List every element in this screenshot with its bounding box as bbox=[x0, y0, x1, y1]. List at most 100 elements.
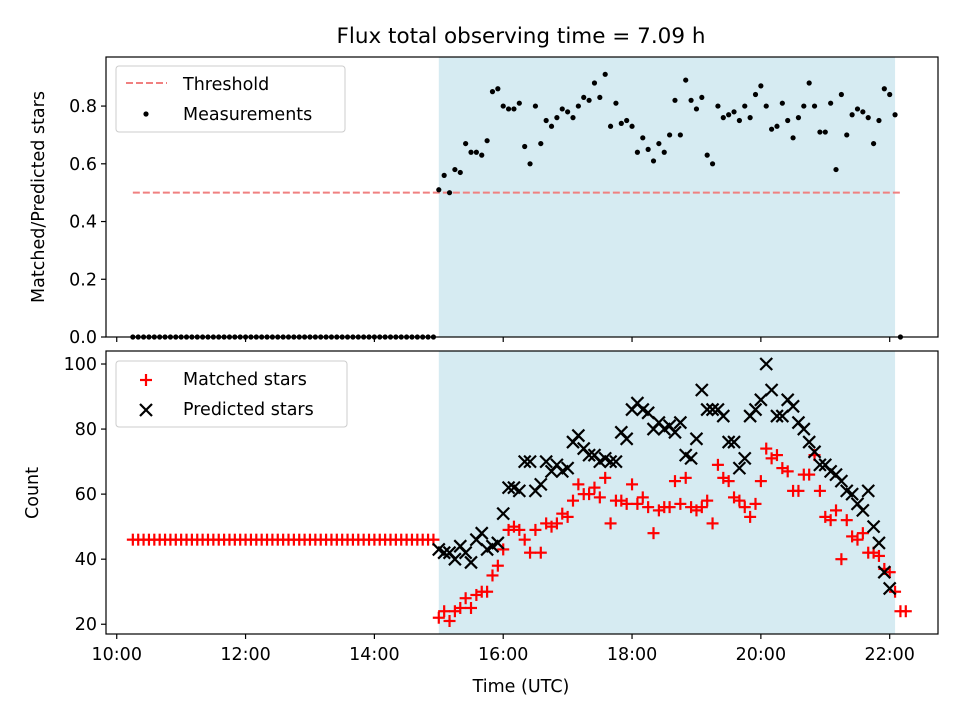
measurement-point bbox=[548, 123, 555, 129]
measurement-point bbox=[511, 106, 517, 112]
measurement-point bbox=[720, 115, 726, 121]
measurement-point bbox=[457, 169, 463, 176]
measurement-point bbox=[559, 106, 565, 112]
predicted-star-point bbox=[764, 383, 779, 397]
measurement-point bbox=[484, 138, 490, 144]
predicted-star-point bbox=[705, 402, 720, 417]
predicted-star-point bbox=[539, 454, 553, 469]
predicted-star-point bbox=[609, 454, 623, 469]
predicted-star-point bbox=[786, 399, 800, 414]
predicted-star-point bbox=[834, 474, 849, 488]
matched-star-point bbox=[733, 494, 746, 507]
predicted-star-point bbox=[737, 451, 752, 466]
predicted-star-point bbox=[668, 425, 682, 440]
predicted-star-point bbox=[727, 435, 741, 449]
matched-star-point bbox=[481, 585, 494, 598]
predicted-star-point bbox=[813, 458, 827, 472]
matched-star-point bbox=[663, 501, 676, 514]
top-panel: 0.00.20.40.60.8 Matched/Predicted stars … bbox=[29, 56, 939, 348]
bottom-y-tick-label: 20 bbox=[75, 615, 97, 635]
measurement-point bbox=[618, 120, 624, 126]
measurement-point bbox=[597, 94, 603, 101]
predicted-star-point bbox=[732, 461, 747, 475]
measurement-point bbox=[581, 94, 587, 101]
x-axis-label: Time (UTC) bbox=[472, 677, 570, 697]
predicted-star-point bbox=[523, 454, 537, 469]
matched-star-point bbox=[695, 501, 708, 514]
matched-star-point bbox=[438, 605, 451, 618]
matched-star-point bbox=[588, 481, 601, 494]
matched-stars-points bbox=[126, 442, 912, 627]
matched-star-point bbox=[889, 585, 902, 598]
measurement-point bbox=[468, 149, 474, 155]
measurement-point bbox=[838, 91, 844, 98]
x-tick-label: 18:00 bbox=[607, 645, 657, 665]
predicted-star-point bbox=[641, 406, 655, 420]
measurement-point bbox=[806, 80, 812, 86]
predicted-star-point bbox=[856, 503, 870, 518]
matched-star-point bbox=[459, 592, 472, 605]
measurement-point bbox=[844, 132, 850, 138]
measurement-point bbox=[769, 126, 775, 132]
matched-star-point bbox=[631, 497, 644, 510]
measurement-point bbox=[629, 123, 635, 129]
measurement-point bbox=[656, 140, 662, 147]
matched-star-point bbox=[561, 510, 574, 523]
bottom-y-tick-label: 60 bbox=[75, 485, 97, 505]
measurement-point bbox=[731, 109, 737, 115]
matched-star-point bbox=[593, 491, 606, 504]
predicted-star-point bbox=[501, 480, 516, 495]
measurement-point bbox=[817, 129, 823, 135]
predicted-star-point bbox=[464, 555, 478, 570]
measurement-point bbox=[591, 80, 598, 86]
matched-star-point bbox=[572, 478, 585, 491]
measurement-point bbox=[554, 115, 560, 121]
predicted-star-point bbox=[496, 506, 510, 521]
predicted-star-point bbox=[700, 402, 714, 417]
measurement-point bbox=[527, 161, 533, 167]
measurement-point bbox=[854, 106, 861, 112]
measurement-point bbox=[500, 103, 506, 109]
figure-title: Flux total observing time = 7.09 h bbox=[337, 24, 706, 49]
predicted-star-point bbox=[759, 357, 774, 371]
x-tick-label: 10:00 bbox=[92, 645, 142, 665]
predicted-star-point bbox=[716, 409, 731, 423]
measurement-point bbox=[463, 140, 469, 147]
predicted-star-point bbox=[619, 432, 634, 446]
top-y-ticks: 0.0 0.2 0.4 0.6 0.8 bbox=[69, 97, 106, 348]
measurement-point bbox=[645, 146, 651, 152]
matched-legend-label: Matched stars bbox=[183, 370, 307, 390]
measurement-point bbox=[683, 77, 689, 83]
matched-star-point bbox=[604, 517, 617, 530]
matched-star-point bbox=[550, 517, 563, 530]
measurement-point bbox=[505, 106, 512, 112]
matched-star-point bbox=[711, 458, 724, 471]
measurement-point bbox=[661, 149, 667, 155]
measurement-point bbox=[640, 135, 646, 141]
matched-star-point bbox=[668, 475, 681, 488]
measurement-point bbox=[876, 117, 882, 124]
bottom-y-axis-label: Count bbox=[23, 467, 43, 519]
measurement-point bbox=[779, 100, 785, 106]
bottom-legend: Matched stars Predicted stars bbox=[115, 360, 348, 428]
predicted-star-point bbox=[534, 477, 548, 492]
measurement-point bbox=[828, 100, 834, 106]
bottom-y-tick-label: 100 bbox=[64, 355, 97, 375]
matched-star-point bbox=[738, 501, 751, 514]
measurement-point bbox=[887, 91, 893, 98]
predicted-star-point bbox=[754, 393, 768, 407]
top-y-axis-label: Matched/Predicted stars bbox=[29, 91, 49, 303]
matched-star-point bbox=[792, 484, 805, 497]
predicted-star-point bbox=[845, 487, 859, 501]
measurement-point bbox=[634, 149, 641, 155]
measurement-point bbox=[607, 123, 614, 129]
predicted-star-point bbox=[582, 448, 596, 462]
measurement-point bbox=[688, 97, 694, 103]
matched-star-point bbox=[642, 501, 655, 514]
predicted-star-point bbox=[603, 454, 618, 469]
measurement-point bbox=[667, 132, 673, 138]
measurement-point bbox=[795, 115, 802, 121]
predicted-star-point bbox=[748, 402, 763, 417]
measurement-point bbox=[736, 117, 742, 124]
predicted-star-point bbox=[437, 545, 451, 560]
